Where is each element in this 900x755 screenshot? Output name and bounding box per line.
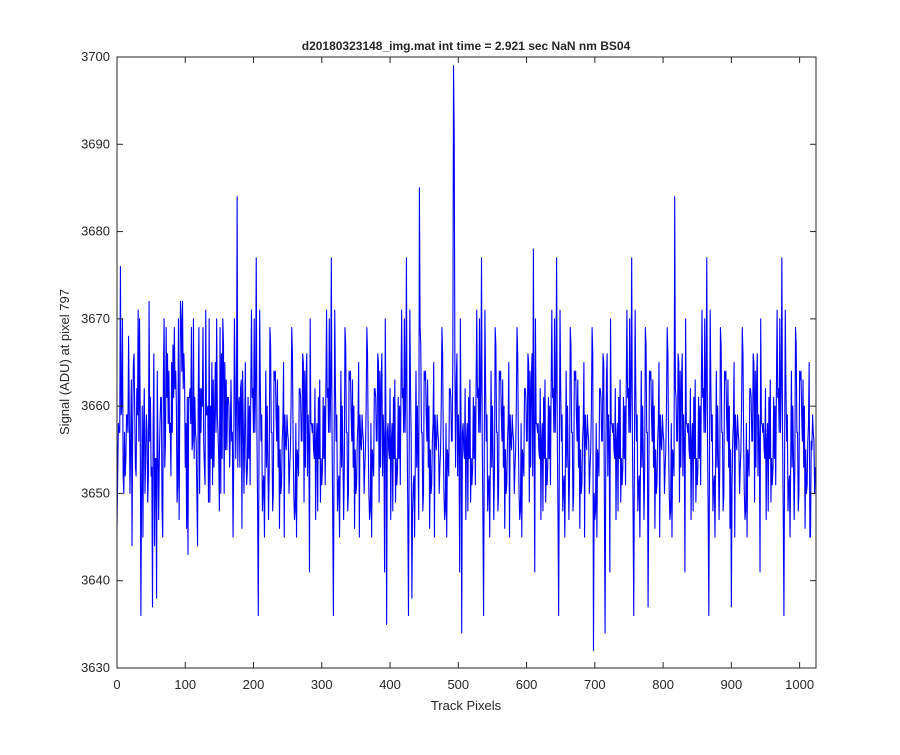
plot-area-background <box>117 57 816 668</box>
y-axis-ticks: 3630 3640 3650 3660 3670 3680 3690 3700 <box>81 49 816 675</box>
x-tick-label: 900 <box>721 677 743 692</box>
y-tick-label: 3700 <box>81 49 110 64</box>
y-tick-label: 3650 <box>81 485 110 500</box>
x-tick-label: 200 <box>243 677 265 692</box>
x-tick-label: 0 <box>113 677 120 692</box>
x-tick-label: 1000 <box>785 677 814 692</box>
y-tick-label: 3660 <box>81 398 110 413</box>
y-tick-label: 3690 <box>81 136 110 151</box>
x-axis-ticks: 0 100 200 300 400 500 600 700 800 900 1000 <box>113 57 814 692</box>
x-tick-label: 400 <box>379 677 401 692</box>
y-axis-label: Signal (ADU) at pixel 797 <box>57 289 72 435</box>
plot-area-frame <box>116 56 817 669</box>
x-tick-label: 300 <box>311 677 333 692</box>
series-line <box>116 65 816 652</box>
x-tick-label: 800 <box>652 677 674 692</box>
x-tick-label: 700 <box>584 677 606 692</box>
y-tick-label: 3670 <box>81 311 110 326</box>
chart-title: d20180323148_img.mat int time = 2.921 se… <box>302 39 631 53</box>
y-tick-label: 3640 <box>81 573 110 588</box>
series-layer <box>116 65 816 652</box>
y-tick-label: 3630 <box>81 660 110 675</box>
x-tick-label: 500 <box>447 677 469 692</box>
x-tick-label: 600 <box>516 677 538 692</box>
y-tick-label: 3680 <box>81 224 110 239</box>
x-axis-label: Track Pixels <box>431 698 502 713</box>
x-tick-label: 100 <box>174 677 196 692</box>
